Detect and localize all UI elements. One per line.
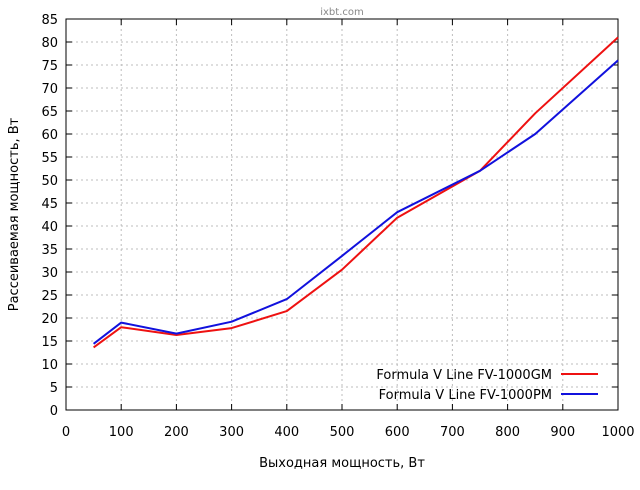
x-tick-label: 300: [219, 425, 244, 440]
y-tick-label: 70: [41, 82, 58, 97]
y-tick-label: 75: [41, 59, 58, 74]
x-tick-label: 700: [440, 425, 465, 440]
y-tick-label: 85: [41, 13, 58, 28]
y-axis-title: Рассеиваемая мощность, Вт: [7, 117, 22, 311]
grid: [66, 19, 618, 410]
y-tick-label: 10: [41, 358, 58, 373]
y-tick-label: 5: [50, 381, 58, 396]
x-tick-label: 500: [330, 425, 355, 440]
y-tick-label: 45: [41, 197, 58, 212]
legend-label-2: Formula V Line FV-1000PM: [379, 388, 552, 403]
x-tick-label: 100: [109, 425, 134, 440]
y-tick-label: 25: [41, 289, 58, 304]
x-tick-label: 600: [385, 425, 410, 440]
y-tick-label: 20: [41, 312, 58, 327]
y-tick-label: 35: [41, 243, 58, 258]
x-tick-label: 800: [495, 425, 520, 440]
y-tick-label: 55: [41, 151, 58, 166]
y-tick-label: 80: [41, 36, 58, 51]
series-line-2: [92, 59, 619, 345]
y-tick-label: 50: [41, 174, 58, 189]
legend: Formula V Line FV-1000GM Formula V Line F…: [376, 368, 598, 403]
x-axis-title: Выходная мощность, Вт: [259, 456, 425, 471]
y-tick-label: 60: [41, 128, 58, 143]
series-group: [92, 36, 619, 349]
x-tick-label: 900: [550, 425, 575, 440]
watermark: ixbt.com: [320, 7, 364, 18]
x-tick-label: 200: [164, 425, 189, 440]
y-tick-label: 0: [50, 404, 58, 419]
y-tick-label: 30: [41, 266, 58, 281]
y-tick-label: 65: [41, 105, 58, 120]
series-line-1: [93, 36, 619, 349]
legend-label-1: Formula V Line FV-1000GM: [376, 368, 552, 383]
y-tick-label: 15: [41, 335, 58, 350]
x-tick-label: 1000: [601, 425, 634, 440]
x-tick-label: 400: [274, 425, 299, 440]
y-tick-label: 40: [41, 220, 58, 235]
axis-ticks: 0 100 200 300 400 500 600 700 800 900 1000 0 5 10 15 20…: [41, 13, 634, 440]
x-tick-label: 0: [62, 425, 70, 440]
